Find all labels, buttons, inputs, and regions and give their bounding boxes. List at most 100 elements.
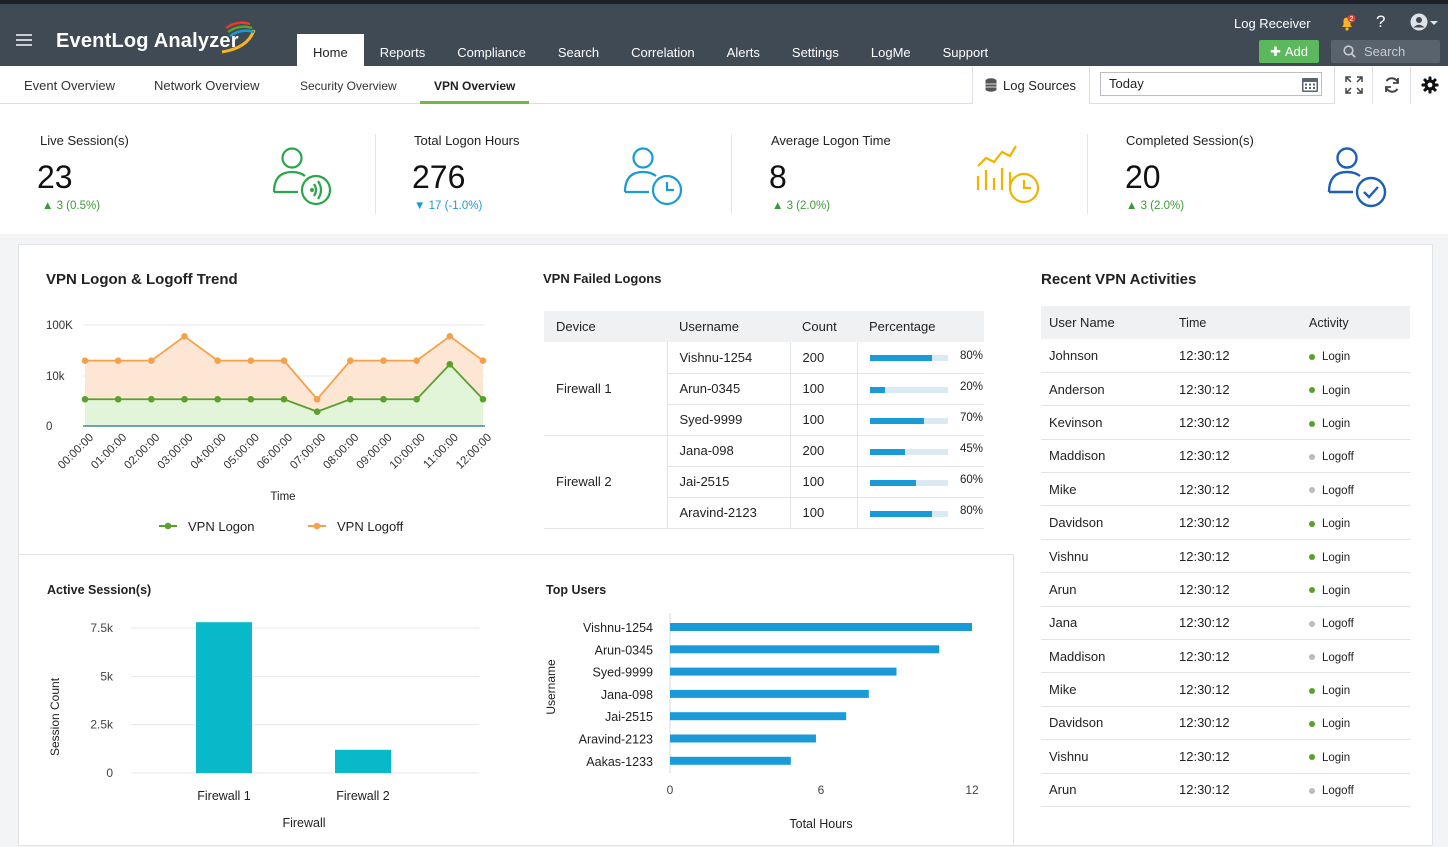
log-sources-button[interactable]: Log Sources: [972, 66, 1090, 104]
vpn-logon-point[interactable]: [280, 395, 288, 403]
legend-label[interactable]: VPN Logoff: [337, 519, 404, 534]
percentage-bar: [869, 510, 948, 517]
vpn-logoff-point[interactable]: [446, 333, 454, 340]
nav-item-alerts[interactable]: Alerts: [726, 45, 760, 60]
nav-item-logme[interactable]: LogMe: [870, 45, 911, 60]
vpn-logoff-point[interactable]: [247, 357, 255, 364]
bar-jana-098[interactable]: [670, 689, 869, 698]
vpn-logon-point[interactable]: [247, 395, 255, 403]
top-users-chart: Vishnu-1254 Arun-0345 Syed-9999 Jana-098 Jai…: [544, 613, 979, 831]
help-icon[interactable]: ?: [1376, 12, 1386, 31]
vpn-logon-point[interactable]: [313, 408, 321, 415]
bar-firewall-1[interactable]: [196, 622, 252, 773]
bar-syed-9999[interactable]: [670, 667, 897, 676]
bar-firewall-2[interactable]: [335, 749, 391, 773]
tab-security-overview[interactable]: Security Overview: [300, 79, 397, 93]
activity-cell: Login: [1301, 539, 1410, 574]
activity-cell: Logoff: [1301, 439, 1410, 474]
completed-session-check-icon: [1327, 147, 1387, 208]
bar-vishnu-1254[interactable]: [670, 623, 972, 631]
column-header-time: Time: [1171, 306, 1301, 339]
y-tick-label: Jai-2515: [605, 710, 653, 724]
tab-network-overview[interactable]: Network Overview: [154, 78, 260, 93]
activity-cell: Login: [1301, 339, 1410, 373]
vpn-logon-point[interactable]: [479, 395, 487, 403]
date-range-input[interactable]: Today: [1100, 72, 1322, 96]
vpn-logon-point[interactable]: [81, 395, 89, 403]
vpn-logon-point[interactable]: [446, 360, 454, 368]
vpn-logon-point[interactable]: [380, 395, 387, 403]
tab-vpn-overview[interactable]: VPN Overview: [420, 66, 530, 104]
bar-jai-2515[interactable]: [670, 712, 847, 721]
vpn-logoff-point[interactable]: [347, 357, 354, 364]
notification-bell-icon[interactable]: 2: [1338, 14, 1356, 37]
top-bar: EventLog Analyzer Home Reports Compliance S…: [0, 0, 1448, 66]
percentage-bar-fill: [869, 386, 886, 393]
y-tick-label: 10k: [46, 371, 65, 383]
calendar-icon[interactable]: [1298, 73, 1321, 95]
vpn-logoff-point[interactable]: [81, 357, 89, 364]
vpn-logoff-point[interactable]: [214, 357, 221, 364]
vpn-logoff-point[interactable]: [114, 357, 122, 364]
bar-arun-0345[interactable]: [670, 645, 940, 654]
vpn-logon-point[interactable]: [181, 395, 188, 403]
vpn-logoff-point[interactable]: [413, 357, 420, 364]
status-dot: [1309, 687, 1315, 694]
vpn-logon-point[interactable]: [347, 395, 354, 403]
settings-gear-icon[interactable]: [1410, 66, 1448, 104]
vpn-logoff-point[interactable]: [380, 357, 387, 364]
vpn-logoff-point[interactable]: [479, 357, 487, 364]
nav-item-reports[interactable]: Reports: [379, 45, 426, 60]
user-name-cell: Arun: [1041, 773, 1171, 807]
activity-label: Logoff: [1322, 651, 1354, 664]
status-dot: [1309, 387, 1315, 394]
log-receiver-link[interactable]: Log Receiver: [1234, 16, 1311, 31]
vpn-logon-point[interactable]: [413, 395, 420, 403]
nav-item-support[interactable]: Support: [942, 45, 989, 60]
nav-item-correlation[interactable]: Correlation: [631, 45, 695, 60]
refresh-icon[interactable]: [1372, 66, 1410, 104]
tab-event-overview[interactable]: Event Overview: [24, 78, 116, 93]
time-cell: 12:30:12: [1171, 472, 1301, 507]
vpn-logoff-point[interactable]: [148, 357, 155, 364]
vpn-logoff-point[interactable]: [181, 333, 188, 340]
activity-cell: Login: [1301, 572, 1410, 607]
count-cell: 200: [790, 435, 858, 467]
menu-icon[interactable]: [16, 34, 32, 47]
status-dot: [1309, 754, 1315, 761]
status-dot: [1309, 520, 1315, 527]
average-time-chart-icon: [976, 145, 1040, 204]
vpn-logon-area: [85, 364, 483, 426]
vpn-logoff-point[interactable]: [280, 357, 288, 364]
vpn-logon-point[interactable]: [214, 395, 221, 403]
fullscreen-icon[interactable]: [1334, 66, 1372, 104]
live-session-user-icon: [272, 147, 332, 206]
activity-cell: Logoff: [1301, 606, 1410, 641]
column-header-user-name: User Name: [1041, 306, 1171, 339]
status-dot: [1309, 453, 1315, 460]
nav-item-search[interactable]: Search: [557, 45, 600, 60]
recent-activities-table: User Name Time Activity Johnson 12:30:12 L…: [1041, 306, 1410, 807]
kpi-change: ▼ 17 (-1.0%): [414, 200, 482, 212]
bar-aakas-1233[interactable]: [670, 756, 791, 765]
time-cell: 12:30:12: [1171, 572, 1301, 607]
status-dot: [1309, 487, 1315, 494]
bar-aravind-2123[interactable]: [670, 734, 816, 743]
vpn-logoff-point[interactable]: [313, 395, 321, 403]
time-cell: 12:30:12: [1171, 773, 1301, 807]
add-button[interactable]: ✚ Add: [1259, 40, 1319, 63]
nav-item-settings[interactable]: Settings: [791, 45, 839, 60]
user-avatar-icon[interactable]: [1410, 13, 1440, 38]
kpi-divider: [375, 134, 376, 214]
active-sessions-panel: Active Session(s) 7.5k 5k 2.5k 0 Firewall 1 F…: [18, 554, 516, 846]
kpi-change-text: 17 (-1.0%): [428, 200, 483, 212]
vpn-logon-point[interactable]: [114, 395, 122, 403]
vpn-logon-point[interactable]: [148, 395, 155, 403]
global-search-button[interactable]: Search: [1331, 40, 1440, 63]
percentage-bar: [869, 355, 948, 362]
nav-item-home[interactable]: Home: [297, 34, 364, 66]
legend-label[interactable]: VPN Logon: [188, 519, 255, 534]
percentage-bar-fill: [869, 479, 917, 486]
active-sessions-chart: 7.5k 5k 2.5k 0 Firewall 1 Firewall 2 Firewall S…: [48, 621, 479, 830]
nav-item-compliance[interactable]: Compliance: [457, 45, 526, 60]
